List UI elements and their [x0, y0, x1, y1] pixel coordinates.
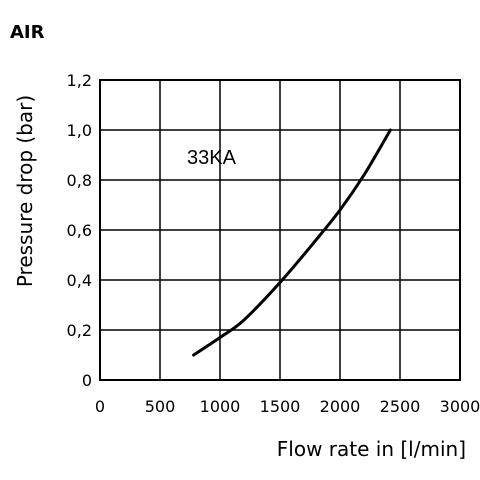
x-tick-label: 3000	[440, 397, 480, 416]
x-tick-label: 0	[95, 397, 105, 416]
x-tick-label: 500	[145, 397, 176, 416]
x-tick-labels: 0 500 1000 1500 2000 2500 3000	[95, 397, 480, 416]
y-tick-label: 0,8	[67, 171, 92, 190]
y-tick-label: 0	[82, 371, 92, 390]
y-axis-label: Pressure drop (bar)	[13, 95, 37, 287]
series-line-33KA	[192, 128, 392, 357]
x-axis-label: Flow rate in [l/min]	[277, 437, 466, 461]
curve-annotation-33KA: 33KA	[187, 147, 237, 169]
chart-title: AIR	[10, 22, 45, 43]
plot-frame	[99, 79, 461, 381]
y-tick-label: 0,2	[67, 321, 92, 340]
x-tick-label: 1500	[260, 397, 301, 416]
x-tick-label: 2500	[380, 397, 421, 416]
y-tick-label: 0,6	[67, 221, 92, 240]
y-tick-label: 1,2	[67, 71, 92, 90]
y-tick-labels: 0 0,2 0,4 0,6 0,8 1,0 1,2	[67, 71, 92, 390]
x-tick-label: 1000	[200, 397, 241, 416]
y-tick-label: 1,0	[67, 121, 92, 140]
x-tick-label: 2000	[320, 397, 361, 416]
y-tick-label: 0,4	[67, 271, 92, 290]
plot-grid	[100, 80, 460, 380]
